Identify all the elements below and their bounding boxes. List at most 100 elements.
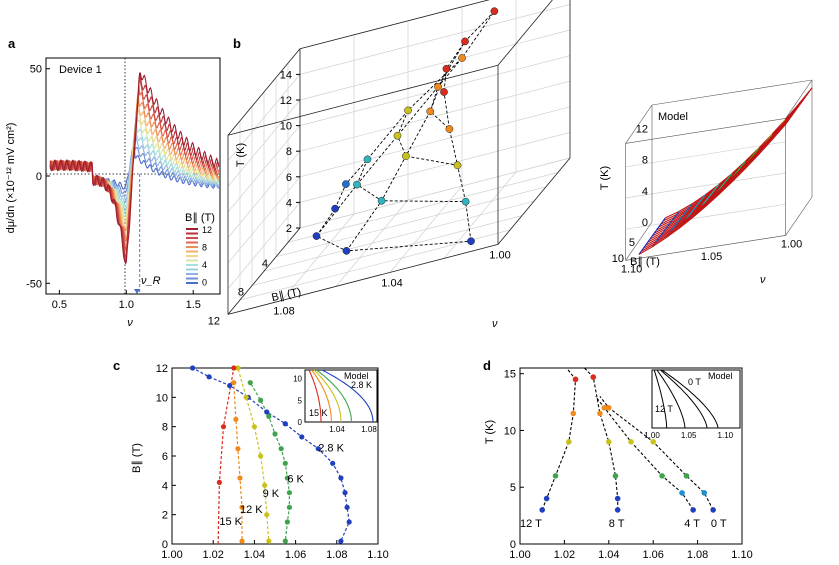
panel-c-point (284, 519, 290, 525)
panel-b-grid-line (281, 213, 355, 301)
panel-d-point (614, 507, 621, 513)
panel-d-point (566, 439, 572, 445)
panel-b-T-tick-label: 10 (280, 121, 292, 133)
panel-b-zlabel: B∥ (T) (270, 286, 302, 304)
panel-c-inset-curve (311, 369, 332, 422)
panel-c-point (282, 538, 288, 544)
panel-b-point (393, 131, 402, 140)
panel-b-T-tick-label: 2 (286, 223, 292, 235)
panel-c-ylabel: B∥ (T) (131, 443, 143, 473)
panel-c-point (315, 446, 321, 452)
panel-b-constT-curve (356, 159, 466, 203)
panel-a-label: a (8, 36, 16, 51)
panel-b-point (445, 125, 454, 133)
panel-c-inset-top-label: 2.8 K (351, 380, 372, 390)
panel-d-ytick-label: 0 (510, 539, 516, 551)
panel-d-point (601, 404, 608, 411)
panel-c-points (190, 365, 352, 544)
panel-c-chart: c 1.00 1.02 1.04 1.06 1.08 1.10 0 2 4 6 8 10 12 2.8 … (113, 358, 389, 561)
panel-b-box-edge (227, 48, 301, 136)
panel-c-inset-ytick-label: 5 (298, 396, 303, 405)
panel-b-nu-tick-label: 1.00 (489, 249, 510, 261)
panel-c-inset-curves (308, 369, 374, 423)
panel-b-model-mesh-line (651, 211, 680, 248)
panel-b-B-tick-label: 8 (238, 287, 244, 299)
panel-c-point (237, 475, 243, 481)
panel-c-xtick-label: 1.10 (367, 549, 388, 561)
panel-a-legend: 12 8 4 0 (186, 225, 212, 288)
panel-b-constT-curve (443, 10, 495, 93)
panel-b-model-B-tick-label: 5 (629, 237, 635, 249)
panel-c-inset-curve (308, 369, 322, 422)
panel-c-fit-curve (217, 367, 235, 545)
panel-b-grid-line (263, 200, 535, 272)
panel-c-xtick-label: 1.02 (202, 549, 223, 561)
panel-b-model-nu-tick-label: 1.00 (781, 238, 802, 250)
panel-d-point (690, 507, 696, 513)
panel-a-xtick-label: 1.0 (119, 299, 134, 311)
panel-b-model-surface (638, 87, 813, 255)
panel-c-point (284, 475, 290, 481)
panel-b-model-edge (785, 196, 813, 236)
panel-d-point (543, 495, 550, 502)
panel-b-point (331, 204, 339, 213)
panel-c-point (206, 374, 212, 380)
panel-d-inset-ticks: 1.00 1.05 1.10 (644, 431, 733, 440)
panel-c-point (330, 460, 336, 466)
panel-a-legend-title: B∥ (T) (185, 212, 215, 224)
panel-c-point (264, 512, 270, 518)
panel-b-point (453, 161, 462, 170)
panel-c-point (227, 383, 233, 389)
panel-c-point (239, 538, 245, 544)
panel-d-xtick-label: 1.06 (642, 549, 663, 561)
panel-d-xtick-label: 1.08 (687, 549, 708, 561)
panel-b-model-mesh-line (647, 111, 795, 243)
panel-c-point (282, 421, 288, 427)
panel-a-ticks: 0.5 1.0 1.5 -50 0 50 (26, 64, 201, 311)
panel-c-inset-ytick-label: 10 (293, 375, 302, 384)
panel-b-point (342, 247, 351, 255)
panel-b-chart: b 2 4 6 8 10 12 14 4 8 12 1.00 1.04 1.08 T (K) B∥ (T… (208, 0, 571, 330)
panel-b-point (440, 88, 448, 96)
panel-b-point (353, 180, 361, 189)
panel-c-point (344, 504, 350, 510)
panel-b-model-ylabel: T (K) (599, 166, 611, 190)
panel-c-series-label: 12 K (240, 504, 263, 516)
panel-d-frame (519, 367, 743, 545)
panel-b-model-T-tick-label: 4 (642, 186, 648, 198)
panel-a-nuR-label: ν_R (141, 275, 161, 287)
panel-c-point (346, 519, 352, 525)
panel-c-inset-curve (313, 369, 342, 422)
panel-a-nuR-marker (134, 289, 140, 294)
panel-b-model-ticks: 0 4 8 12 5 10 1.00 1.05 1.10 (612, 123, 803, 275)
panel-a-legend-label: 0 (202, 278, 207, 288)
panel-c-series-labels: 2.8 K 6 K 9 K12 K15 K (219, 443, 344, 528)
panel-b-box-edge (227, 244, 499, 315)
panel-c-point (243, 394, 249, 400)
panel-c-point (216, 479, 222, 485)
panel-b-point (377, 196, 386, 205)
panel-b-constB-curve (334, 10, 495, 209)
panel-c-point (286, 504, 293, 510)
panel-d-fit-curve (595, 396, 694, 511)
panel-d-series-label: 8 T (609, 518, 625, 530)
panel-d-inset-xtick-label: 1.10 (718, 431, 734, 440)
panel-b-model-zlabel: B∥ (T) (630, 256, 660, 268)
panel-d-ytick-label: 5 (510, 482, 516, 494)
panel-d-ylabel: T (K) (484, 420, 496, 444)
panel-b-grid-line (275, 186, 547, 258)
panel-c-frame (171, 367, 379, 545)
panel-d-inset-top-label: 0 T (688, 377, 701, 387)
panel-b-ticks: 2 4 6 8 10 12 14 4 8 12 1.00 1.04 1.08 (208, 69, 511, 327)
panel-d-inset-bottom-label: 12 T (655, 404, 673, 414)
panel-b-model-nu-tick-label: 1.10 (621, 263, 642, 275)
panel-c-xtick-label: 1.06 (285, 549, 306, 561)
panel-b-grid-line (299, 4, 571, 75)
panel-b-model-edge (625, 221, 653, 261)
panel-d-point (606, 439, 612, 445)
panel-d-inset-xtick-label: 1.05 (681, 431, 697, 440)
panel-d-xtick-label: 1.04 (598, 549, 619, 561)
panel-d-point (683, 473, 690, 479)
panel-d-inset: 1.00 1.05 1.10 Model 0 T 12 T (644, 369, 741, 440)
